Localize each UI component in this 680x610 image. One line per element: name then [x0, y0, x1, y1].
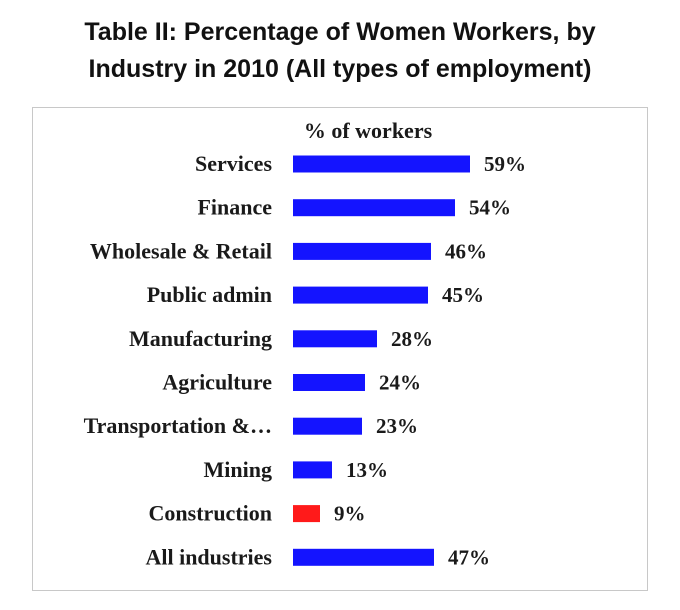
bar: [293, 286, 428, 304]
category-label: Finance: [197, 195, 272, 220]
category-label: Transportation &…: [84, 413, 272, 438]
value-label: 47%: [448, 545, 490, 569]
bar: [293, 505, 320, 523]
category-label: Mining: [204, 457, 272, 482]
bar: [293, 242, 431, 260]
value-label: 24%: [379, 371, 421, 395]
bar: [293, 374, 365, 391]
chart-frame: % of workers Services 59% Finance 54% Wholes…: [32, 107, 648, 591]
bar: [293, 548, 434, 566]
bar: [293, 155, 470, 173]
bar: [293, 330, 377, 348]
bar-chart: % of workers Services 59% Finance 54% Wholes…: [84, 118, 526, 569]
value-label: 9%: [334, 502, 366, 526]
value-label: 45%: [442, 283, 484, 307]
value-label: 28%: [391, 327, 433, 351]
value-label: 54%: [469, 196, 511, 220]
bar: [293, 461, 332, 479]
category-label: Manufacturing: [129, 326, 272, 351]
column-header: % of workers: [304, 118, 433, 143]
value-label: 59%: [484, 152, 526, 176]
title-line-1: Table II: Percentage of Women Workers, b…: [84, 18, 596, 46]
category-label: Construction: [149, 501, 272, 526]
value-label: 13%: [346, 458, 388, 482]
title-line-2: Industry in 2010 (All types of employmen…: [88, 55, 592, 83]
value-label: 46%: [445, 239, 487, 263]
category-label: Agriculture: [162, 370, 272, 395]
bar: [293, 199, 455, 217]
bar: [293, 417, 362, 435]
category-label: Public admin: [147, 282, 272, 307]
page-title: Table II: Percentage of Women Workers, b…: [0, 14, 680, 88]
category-label: Services: [195, 151, 272, 176]
value-label: 23%: [376, 414, 418, 438]
category-label: Wholesale & Retail: [90, 238, 272, 263]
category-label: All industries: [145, 544, 272, 569]
